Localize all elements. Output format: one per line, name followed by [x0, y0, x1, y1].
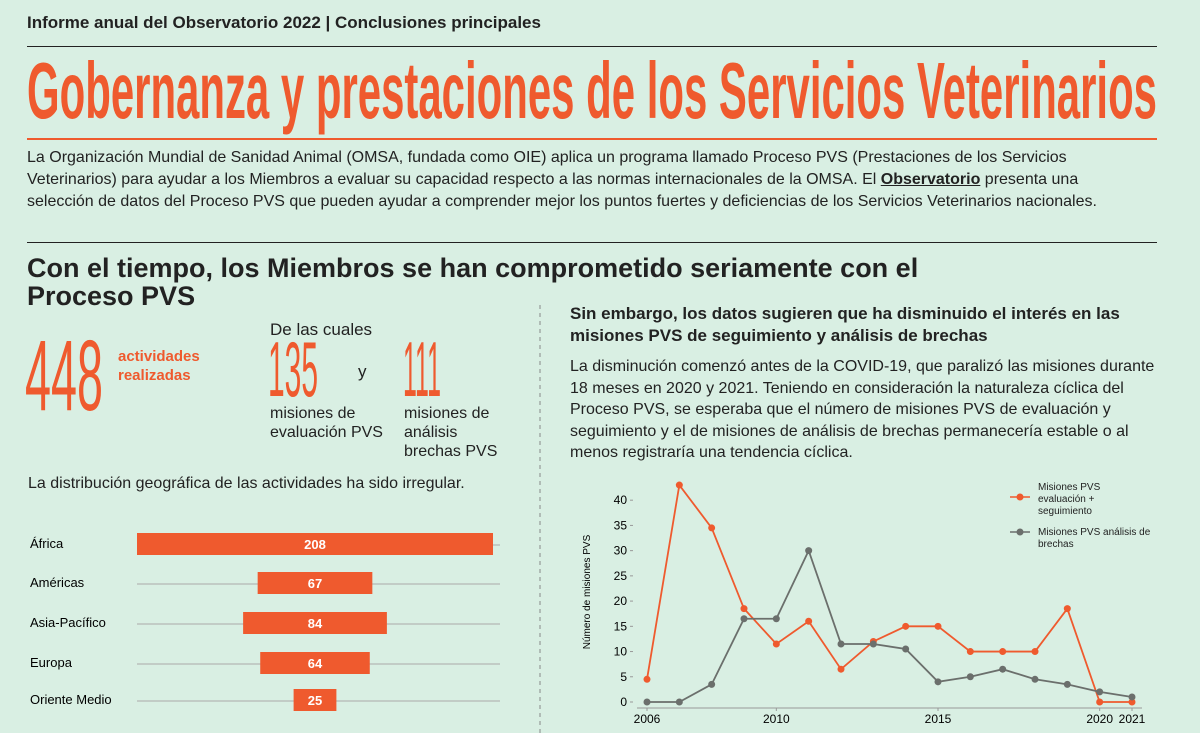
legend-marker: [1016, 528, 1024, 536]
page-title: Gobernanza y prestaciones de los Servici…: [27, 46, 1157, 135]
stat-label: actividades realizadas: [118, 348, 200, 384]
point: [772, 615, 780, 623]
legend-label: Misiones PVS análisis de brechas: [1038, 527, 1151, 550]
point: [837, 665, 845, 673]
bar: [257, 572, 373, 594]
bar: [260, 652, 370, 674]
y-axis-label: Número de misiones PVS: [582, 534, 593, 649]
point: [1063, 680, 1071, 688]
x-tick-label: 2021: [1119, 712, 1146, 726]
value-label: 208: [304, 537, 326, 552]
value-label: 64: [308, 656, 323, 671]
point: [805, 617, 813, 625]
x-tick-label: 2006: [634, 712, 661, 726]
intro-text: La Organización Mundial de Sanidad Anima…: [27, 149, 1067, 188]
category-label: Oriente Medio: [30, 692, 112, 707]
bar: [137, 533, 493, 555]
bar: [293, 689, 337, 711]
link[interactable]: Observatorio: [880, 171, 981, 188]
legend-label: Misiones PVS evaluación + seguimiento: [1038, 482, 1101, 517]
section-title: Con el tiempo, los Miembros se han compr…: [27, 253, 919, 311]
right-body: La disminución comenzó antes de la COVID…: [570, 358, 1155, 461]
point: [1031, 675, 1039, 683]
kicker: Informe anual del Observatorio 2022 | Co…: [27, 13, 541, 32]
legend-marker: [1016, 493, 1024, 501]
y-tick-label: 35: [614, 518, 628, 532]
point: [1031, 648, 1039, 656]
big-number: 135: [268, 325, 318, 413]
series-line: [647, 548, 1133, 703]
series-line: [646, 482, 1132, 703]
category-label: Europa: [30, 655, 73, 670]
rule: [27, 242, 1157, 243]
point: [643, 698, 651, 706]
point: [999, 648, 1007, 656]
point: [966, 673, 974, 681]
point: [837, 640, 845, 648]
category-label: África: [30, 536, 64, 551]
x-tick-label: 2015: [925, 712, 952, 726]
point: [708, 680, 716, 688]
point: [1096, 688, 1104, 696]
x-tick-label: 2020: [1086, 712, 1113, 726]
rule: [27, 46, 1157, 47]
intro-text: presenta una selección de datos del Proc…: [27, 171, 1097, 210]
point: [934, 678, 942, 686]
y-tick-label: 0: [620, 695, 627, 709]
category-label: Américas: [30, 575, 85, 590]
point: [643, 675, 651, 683]
y-tick-label: 25: [614, 569, 628, 583]
value-label: 67: [308, 576, 322, 591]
point: [902, 622, 910, 630]
point: [1128, 693, 1136, 701]
right-title: Sin embargo, los datos sugieren que ha d…: [570, 304, 1120, 345]
point: [999, 665, 1007, 673]
stat-note: De las cuales: [270, 320, 373, 339]
value-label: 25: [308, 693, 322, 708]
y-tick-label: 30: [614, 544, 628, 558]
point: [772, 640, 780, 648]
point: [708, 524, 716, 532]
conjunction: y: [358, 362, 367, 381]
y-tick-label: 10: [614, 645, 628, 659]
point: [934, 622, 942, 630]
point: [1063, 605, 1071, 613]
point: [1096, 698, 1104, 706]
value-label: 84: [308, 616, 323, 631]
y-tick-label: 5: [620, 670, 627, 684]
stat-label: misiones de evaluación PVS: [270, 405, 383, 441]
bar: [243, 612, 387, 634]
point: [805, 547, 813, 555]
x-tick-label: 2010: [763, 712, 790, 726]
point: [675, 481, 683, 489]
point: [902, 645, 910, 653]
intro: La Organización Mundial de Sanidad Anima…: [27, 147, 1147, 213]
y-tick-label: 15: [614, 619, 628, 633]
point: [740, 615, 748, 623]
point: [966, 648, 974, 656]
y-tick-label: 40: [614, 493, 628, 507]
point: [740, 605, 748, 613]
point: [1128, 698, 1136, 706]
category-label: Asia-Pacífico: [30, 615, 106, 630]
big-number: 448: [25, 320, 103, 432]
stat-label: misiones de análisis brechas PVS: [404, 405, 498, 460]
big-number: 111: [403, 325, 441, 413]
point: [675, 698, 683, 706]
point: [869, 640, 877, 648]
y-tick-label: 20: [614, 594, 628, 608]
geo-note: La distribución geográfica de las activi…: [28, 475, 465, 492]
rule: [27, 138, 1157, 140]
